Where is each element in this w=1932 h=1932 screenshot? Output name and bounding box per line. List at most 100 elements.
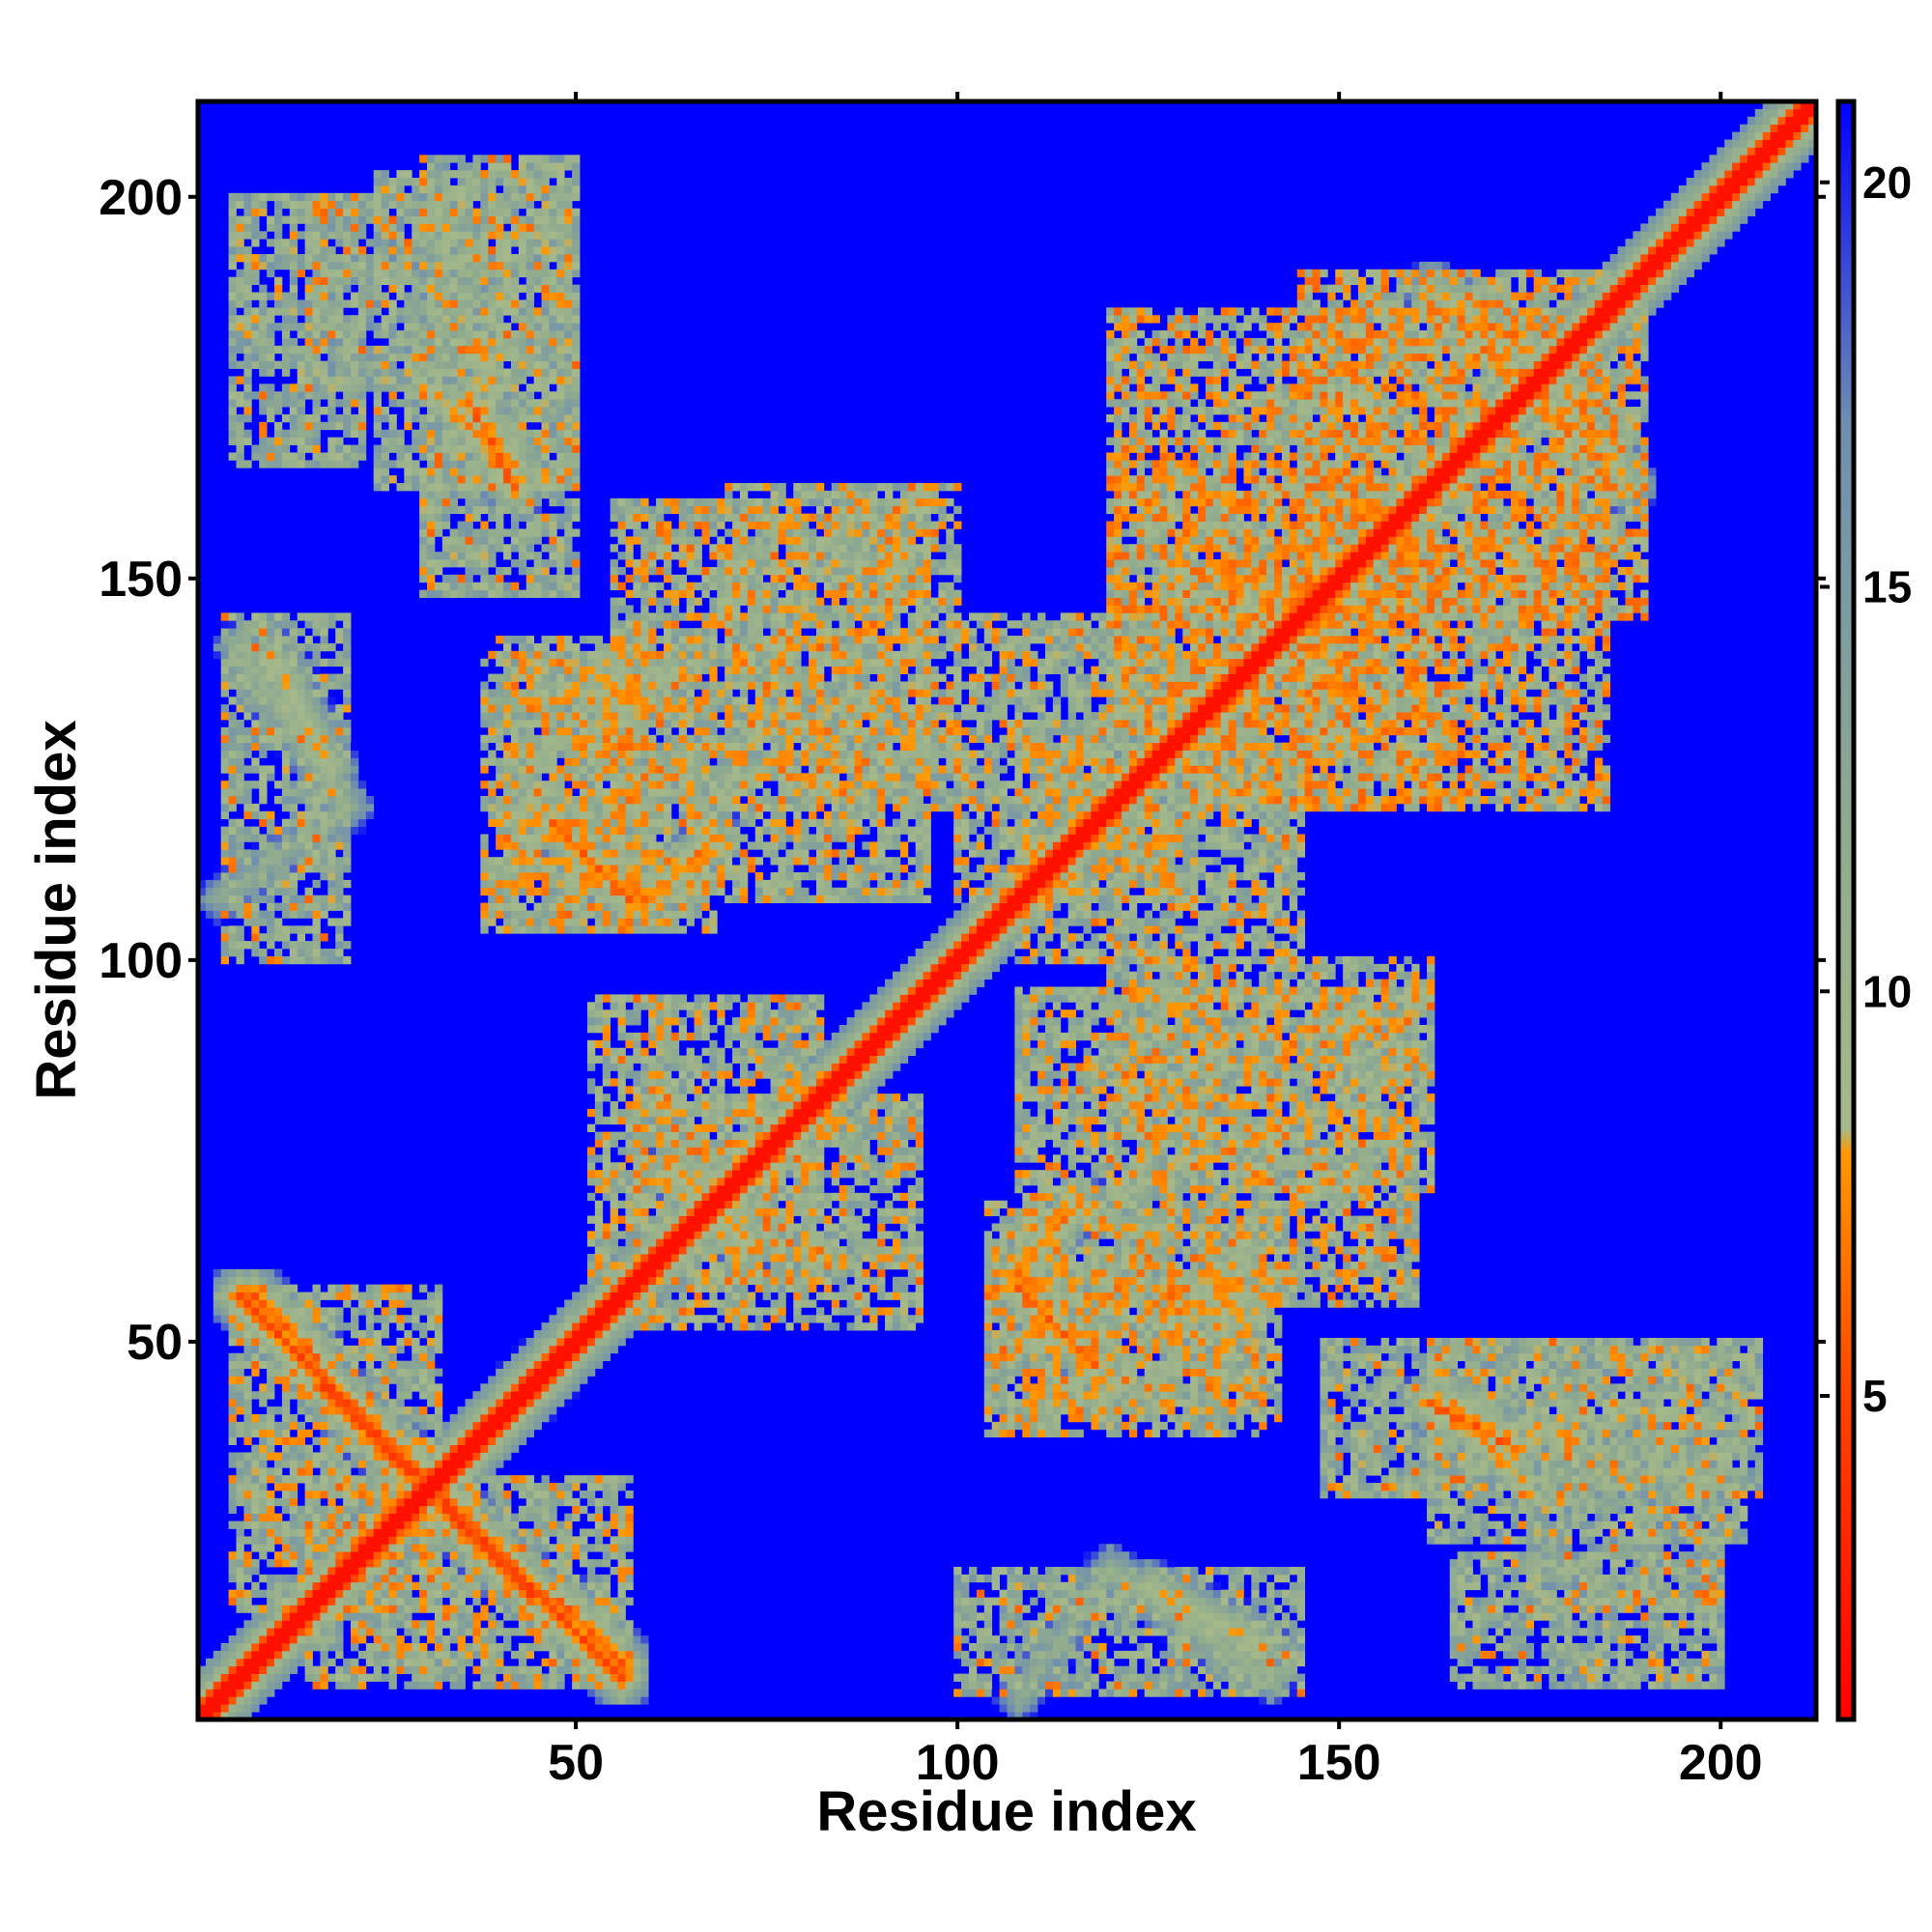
heatmap-cell: [496, 1406, 504, 1415]
heatmap-cell: [457, 1505, 466, 1515]
heatmap-cell: [496, 582, 504, 591]
heatmap-cell: [365, 192, 375, 202]
heatmap-cell: [510, 384, 520, 392]
heatmap-cell: [503, 444, 512, 453]
heatmap-cell: [419, 1421, 428, 1431]
heatmap-cell: [228, 345, 237, 355]
heatmap-cell: [465, 1436, 473, 1445]
heatmap-cell: [228, 925, 237, 934]
heatmap-cell: [449, 307, 459, 316]
heatmap-cell: [357, 1551, 367, 1560]
heatmap-cell: [281, 681, 291, 690]
heatmap-cell: [228, 452, 237, 461]
heatmap-cell: [518, 834, 527, 842]
heatmap-cell: [457, 421, 466, 431]
heatmap-cell: [251, 681, 260, 690]
heatmap-cell: [549, 781, 557, 789]
heatmap-cell: [496, 391, 504, 400]
heatmap-cell: [564, 765, 573, 774]
heatmap-cell: [472, 1490, 481, 1499]
heatmap-cell: [388, 223, 397, 232]
heatmap-cell: [320, 299, 328, 308]
heatmap-cell: [320, 421, 328, 431]
heatmap-cell: [213, 902, 222, 911]
heatmap-cell: [373, 1368, 383, 1377]
heatmap-cell: [503, 413, 512, 423]
heatmap-cell: [312, 1642, 321, 1652]
heatmap-cell: [274, 689, 283, 697]
heatmap-cell: [465, 330, 473, 339]
heatmap-cell: [335, 895, 344, 903]
heatmap-cell: [449, 1566, 459, 1576]
heatmap-cell: [404, 1650, 412, 1660]
heatmap-cell: [434, 429, 443, 439]
heatmap-cell: [213, 1292, 222, 1300]
heatmap-cell: [434, 1475, 443, 1484]
heatmap-cell: [549, 834, 557, 842]
heatmap-cell: [427, 315, 436, 324]
heatmap-cell: [259, 1490, 268, 1499]
heatmap-cell: [541, 849, 550, 858]
heatmap-cell: [549, 742, 557, 751]
heatmap-cell: [236, 421, 244, 431]
heatmap-cell: [434, 1642, 443, 1652]
heatmap-cell: [472, 452, 481, 461]
heatmap-cell: [236, 788, 244, 797]
heatmap-cell: [412, 460, 420, 469]
heatmap-cell: [510, 1559, 520, 1568]
heatmap-cell: [496, 1483, 504, 1492]
heatmap-cell: [220, 933, 229, 942]
heatmap-cell: [480, 192, 489, 202]
heatmap-cell: [434, 1628, 443, 1636]
heatmap-cell: [472, 1505, 481, 1515]
heatmap-cell: [434, 1337, 443, 1347]
heatmap-cell: [496, 155, 504, 163]
heatmap-cell: [312, 1421, 321, 1431]
heatmap-cell: [541, 468, 550, 476]
heatmap-cell: [335, 1620, 344, 1629]
heatmap-cell: [220, 788, 229, 797]
heatmap-cell: [343, 1490, 352, 1499]
heatmap-cell: [343, 1597, 352, 1605]
heatmap-cell: [243, 1712, 252, 1719]
heatmap-cell: [419, 1284, 428, 1293]
heatmap-cell: [480, 1642, 489, 1652]
heatmap-cell: [343, 413, 352, 423]
heatmap-cell: [503, 1642, 512, 1652]
heatmap-cell: [533, 902, 542, 911]
heatmap-cell: [274, 1268, 283, 1278]
heatmap-cell: [304, 689, 313, 697]
heatmap-cell: [274, 1551, 283, 1560]
heatmap-cell: [441, 1566, 451, 1576]
heatmap-cell: [320, 254, 328, 263]
heatmap-cell: [396, 1528, 405, 1537]
heatmap-cell: [251, 887, 260, 896]
heatmap-cell: [251, 949, 260, 957]
heatmap-cell: [518, 497, 527, 507]
heatmap-cell: [412, 299, 420, 308]
heatmap-cell: [419, 505, 428, 515]
heatmap-cell: [427, 505, 436, 515]
heatmap-cell: [488, 444, 497, 453]
heatmap-cell: [449, 444, 459, 453]
heatmap-cell: [419, 552, 428, 560]
heatmap-cell: [434, 1322, 443, 1331]
heatmap-cell: [304, 261, 313, 270]
heatmap-cell: [281, 1376, 291, 1384]
heatmap-cell: [274, 246, 283, 255]
heatmap-cell: [236, 887, 244, 896]
heatmap-cell: [243, 223, 252, 232]
heatmap-cell: [434, 1284, 443, 1293]
heatmap-cell: [274, 658, 283, 668]
heatmap-cell: [496, 407, 504, 415]
heatmap-cell: [289, 1544, 298, 1552]
heatmap-cell: [488, 208, 497, 216]
heatmap-cell: [304, 307, 313, 316]
heatmap-cell: [365, 1315, 375, 1323]
heatmap-cell: [441, 368, 451, 377]
heatmap-cell: [312, 1497, 321, 1507]
heatmap-cell: [381, 1597, 389, 1605]
heatmap-cell: [457, 170, 466, 179]
heatmap-cell: [449, 208, 459, 216]
heatmap-cell: [335, 1673, 344, 1682]
